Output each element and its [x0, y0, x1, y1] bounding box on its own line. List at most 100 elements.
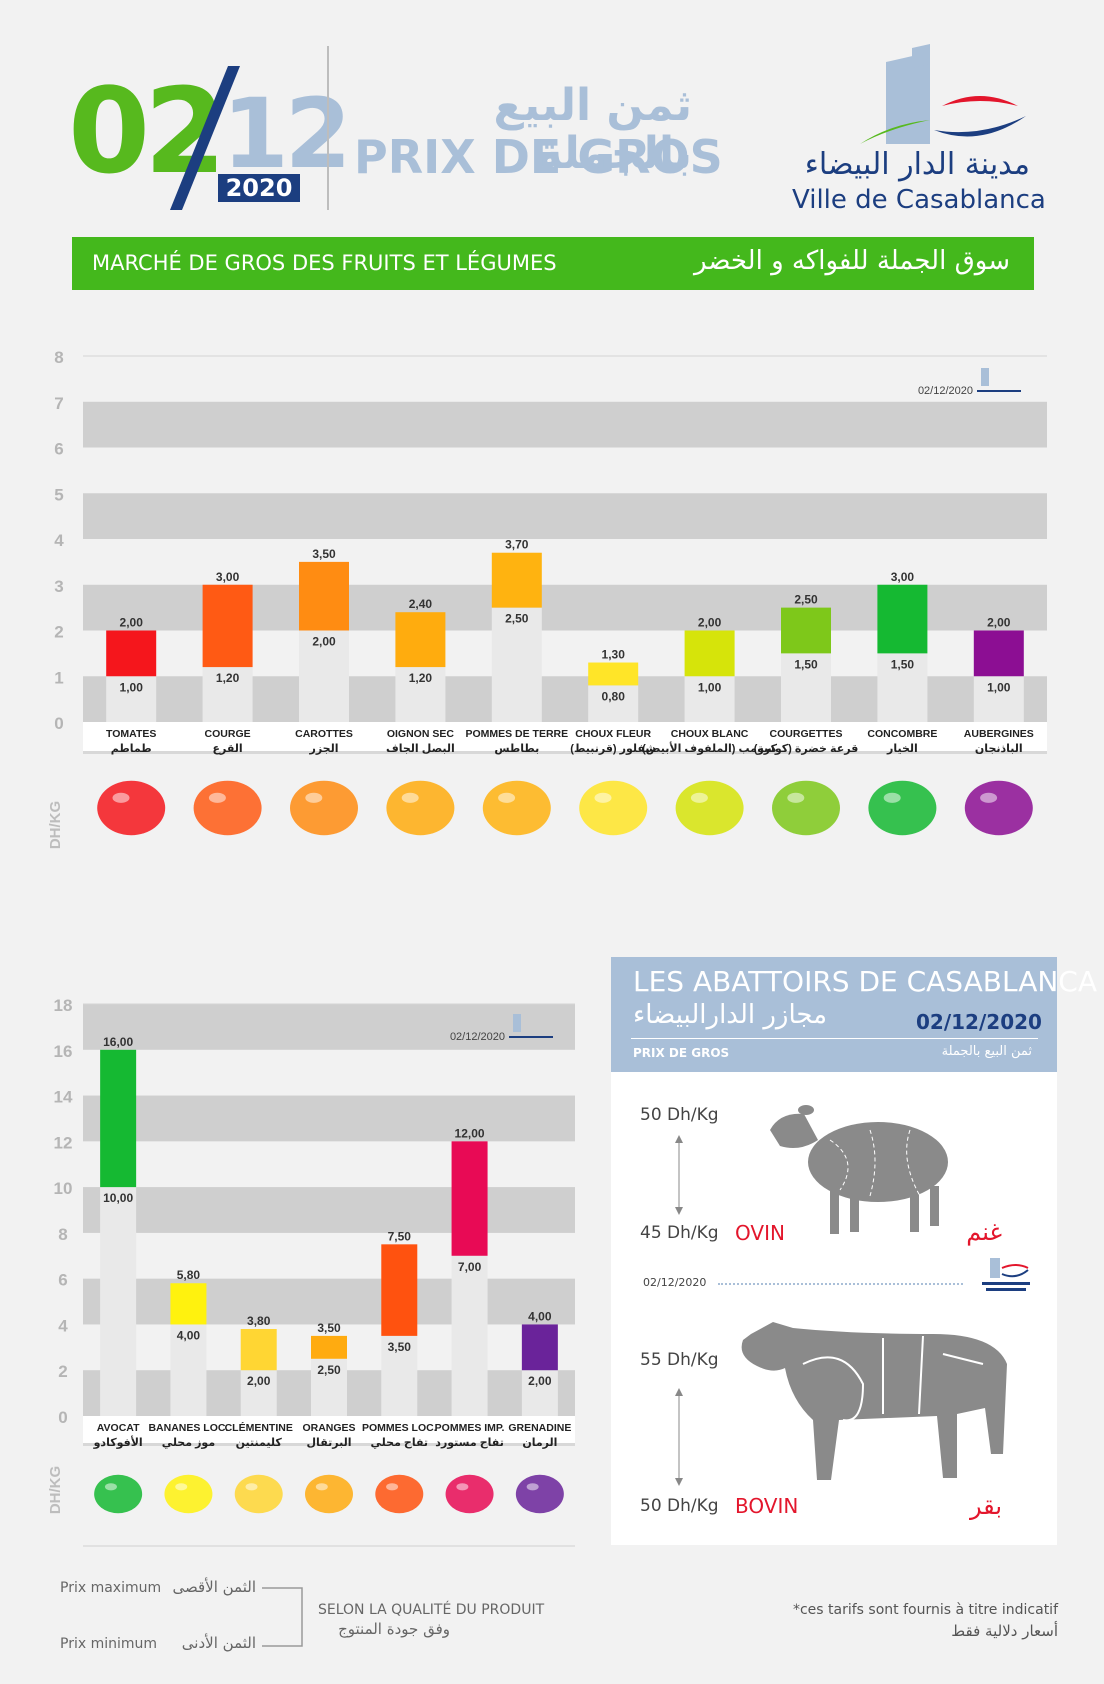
category-label: OIGNON SEC	[387, 728, 455, 740]
bar-min-1	[170, 1324, 207, 1416]
date-day: 02	[68, 62, 226, 200]
category-label: POMMES IMP.	[435, 1422, 505, 1434]
category-label-ar: شفلور (قرنبيط)	[570, 743, 656, 755]
legend-min-label-ar: الثمن الأدنى	[181, 1634, 256, 1652]
legend-quality: SELON LA QUALITÉ DU PRODUIT	[318, 1602, 545, 1618]
ovin-max-price: 50 Dh/Kg	[640, 1105, 719, 1125]
disclaimer-note: *ces tarifs sont fournis à titre indicat…	[792, 1602, 1058, 1618]
casablanca-logo-icon	[860, 44, 1026, 144]
category-label: CLÉMENTINE	[225, 1421, 293, 1434]
header-divider	[327, 46, 329, 210]
logo-text: Ville de Casablanca	[792, 185, 1046, 215]
bar-range-3	[311, 1335, 347, 1359]
bar-max-label: 3,00	[216, 570, 240, 584]
bar-min-8	[877, 653, 928, 722]
product-image-icon	[97, 780, 166, 836]
bar-range-9	[973, 630, 1024, 677]
category-label: GRENADINE	[508, 1422, 571, 1434]
legend-max-label-ar: الثمن الأقصى	[172, 1578, 256, 1596]
abattoirs-subtitle: PRIX DE GROS	[633, 1046, 730, 1060]
product-image-highlight	[245, 1483, 258, 1491]
bar-min-7	[781, 653, 831, 722]
bar-max-label: 2,00	[120, 616, 144, 630]
category-label: AUBERGINES	[964, 728, 1034, 740]
bar-min-6	[684, 676, 735, 722]
banner-title-ar: سوق الجملة للفواكه و الخضر	[694, 246, 1010, 276]
product-image-highlight	[787, 792, 805, 803]
category-label: ORANGES	[302, 1422, 355, 1434]
category-label-ar: القرع	[213, 743, 243, 755]
ovin-label-ar: غنم	[966, 1218, 1002, 1246]
product-image-highlight	[498, 792, 516, 803]
product-image-icon	[386, 780, 455, 836]
y-tick-label: 18	[54, 996, 73, 1015]
category-label: COURGE	[205, 728, 251, 740]
product-image-highlight	[175, 1483, 188, 1491]
bar-min-label: 1,50	[794, 657, 818, 671]
y-tick-label: 8	[54, 348, 63, 367]
stamp-logo-line	[509, 1036, 553, 1038]
bovin-label-ar: بقر	[969, 1492, 1002, 1520]
abattoirs-subtitle-ar: ثمن البيع بالجملة	[941, 1044, 1032, 1059]
category-label-ar: الباذنجان	[975, 743, 1023, 755]
bovin-min-price: 50 Dh/Kg	[640, 1496, 719, 1516]
bar-max-label: 5,80	[177, 1268, 201, 1282]
band-8	[83, 1004, 575, 1050]
product-image-highlight	[315, 1483, 328, 1491]
band-4	[83, 1187, 575, 1233]
product-image-icon	[445, 1474, 494, 1514]
bar-min-label: 10,00	[103, 1191, 133, 1205]
vegetables-chart: 0 1 2 3 4 5 6 7 8 DH/KG 02/12/2020 2,00 1,00 3,00 1,20…	[47, 348, 1047, 849]
abattoirs-title-ar: مجازر الدارالبيضاء	[633, 1000, 828, 1030]
product-image-icon	[868, 780, 937, 836]
product-image-highlight	[104, 1483, 117, 1491]
chart-stamp-date: 02/12/2020	[918, 385, 973, 397]
product-image-icon	[675, 780, 744, 836]
bar-min-5	[451, 1255, 488, 1416]
category-label-ar: طماطم	[111, 743, 152, 755]
bar-min-label: 2,00	[312, 635, 336, 649]
y-tick-label: 2	[58, 1362, 67, 1381]
bar-min-label: 1,50	[891, 657, 915, 671]
bar-min-label: 2,00	[528, 1374, 552, 1388]
bar-max-label: 3,50	[317, 1321, 341, 1335]
product-image-icon	[234, 1474, 283, 1514]
y-axis-label: DH/KG	[47, 801, 64, 849]
date-slash-icon	[170, 66, 240, 210]
y-tick-label: 0	[54, 714, 63, 733]
y-tick-label: 3	[54, 577, 63, 596]
fruits-chart: 0 2 4 6 8 10 12 14 16 18 DH/KG 02/12/2020 16,00 10,00…	[47, 996, 575, 1547]
ovin-range-arrow-icon	[675, 1135, 683, 1215]
abattoirs-stamp-date: 02/12/2020	[643, 1276, 707, 1289]
bar-range-6	[684, 630, 735, 677]
bar-min-label: 2,00	[247, 1374, 271, 1388]
bar-min-2	[299, 630, 349, 722]
band-2	[83, 1278, 575, 1325]
bar-max-label: 2,00	[698, 616, 722, 630]
market-banner	[72, 237, 1034, 290]
y-tick-label: 1	[54, 668, 63, 687]
stamp-logo-icon	[982, 1258, 1030, 1291]
y-tick-label: 2	[54, 623, 63, 642]
bar-min-4	[491, 607, 542, 722]
bar-min-2	[240, 1370, 277, 1416]
product-image-highlight	[883, 792, 901, 803]
band-6	[83, 401, 1047, 448]
bar-max-label: 3,00	[891, 570, 915, 584]
bar-min-0	[100, 1187, 137, 1416]
bar-range-1	[202, 584, 253, 668]
bar-max-label: 3,70	[505, 538, 529, 552]
product-image-highlight	[594, 792, 612, 803]
bar-min-label: 1,00	[987, 680, 1011, 694]
product-image-highlight	[690, 792, 708, 803]
category-strip	[83, 1416, 575, 1446]
category-label-ar: كرومب (الملفوف الأبيض)	[642, 741, 778, 755]
bar-min-label: 3,50	[388, 1340, 412, 1354]
bar-range-7	[781, 607, 831, 654]
bar-min-label: 4,00	[177, 1328, 201, 1342]
bar-min-3	[311, 1358, 347, 1416]
bar-range-0	[100, 1049, 137, 1188]
y-tick-label: 8	[58, 1225, 67, 1244]
bar-min-label: 1,20	[216, 671, 240, 685]
category-label-ar: الخيار	[886, 743, 918, 755]
